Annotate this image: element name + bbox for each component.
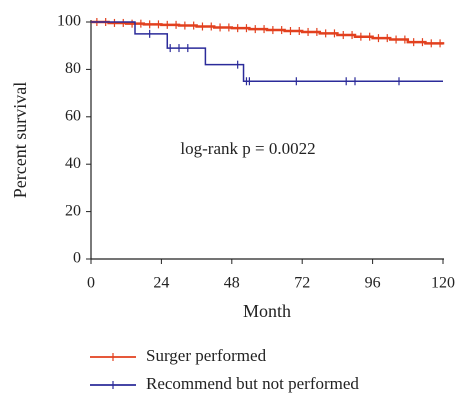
y-tick-label: 60 [65, 107, 81, 124]
survival-line [91, 20, 445, 45]
y-axis-label: Percent survival [10, 82, 30, 198]
y-tick-label: 40 [65, 155, 81, 172]
x-tick-label: 72 [294, 275, 310, 292]
x-axis-label: Month [243, 301, 291, 321]
x-tick-label: 0 [87, 275, 95, 292]
x-tick-label: 24 [153, 275, 169, 292]
x-tick-label: 120 [431, 275, 455, 292]
legend-label: Recommend but not performed [146, 374, 359, 393]
y-tick-label: 0 [73, 250, 81, 267]
y-tick-label: 80 [65, 60, 81, 77]
survival-line [91, 21, 443, 82]
x-tick-label: 96 [365, 275, 381, 292]
legend-label: Surger performed [146, 346, 267, 365]
y-tick-label: 100 [57, 13, 81, 30]
y-tick-label: 20 [65, 202, 81, 219]
x-tick-label: 48 [224, 275, 240, 292]
annotation: log-rank p = 0.0022 [180, 139, 315, 158]
